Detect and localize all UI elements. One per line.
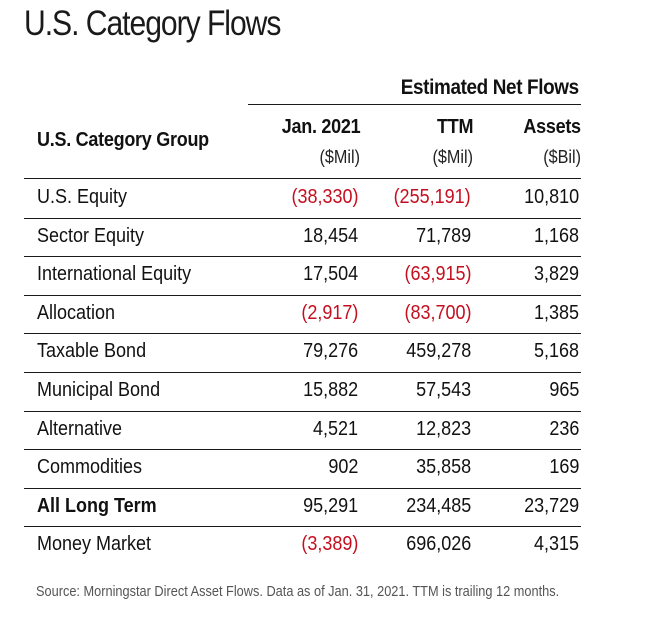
assets-column-header: Assets xyxy=(523,116,582,138)
category-cell: Municipal Bond xyxy=(37,379,161,401)
page-title: U.S. Category Flows xyxy=(24,4,281,43)
ttm-value-cell: 57,543 xyxy=(415,379,471,401)
table-row: International Equity 17,504 (63,915) 3,829 xyxy=(24,256,581,296)
table-row: Alternative 4,521 12,823 236 xyxy=(24,411,581,451)
ttm-value-cell: 696,026 xyxy=(405,533,471,556)
ttm-value-cell: (255,191) xyxy=(393,186,471,208)
jan-column-header: Jan. 2021 xyxy=(281,116,360,138)
category-cell: Allocation xyxy=(37,301,116,324)
table-row: All Long Term 95,291 234,485 23,729 xyxy=(24,488,581,528)
jan-value-cell: 18,454 xyxy=(302,224,358,247)
jan-value-cell: (2,917) xyxy=(300,301,358,324)
jan-value-cell: (38,330) xyxy=(290,186,358,208)
table-row: Commodities 902 35,858 169 xyxy=(24,449,581,489)
category-cell: Sector Equity xyxy=(37,224,145,247)
jan-value-cell: 15,882 xyxy=(302,379,358,401)
jan-value-cell: (3,389) xyxy=(300,533,358,556)
net-flows-group-header: Estimated Net Flows xyxy=(400,76,579,99)
assets-value-cell: 236 xyxy=(548,417,579,440)
table-row: U.S. Equity (38,330) (255,191) 10,810 xyxy=(24,179,581,219)
assets-value-cell: 965 xyxy=(548,379,579,401)
jan-value-cell: 902 xyxy=(327,456,358,479)
table-row: Sector Equity 18,454 71,789 1,168 xyxy=(24,218,581,258)
jan-value-cell: 17,504 xyxy=(302,263,358,286)
assets-column-unit: ($Bil) xyxy=(543,147,581,167)
assets-value-cell: 169 xyxy=(548,456,579,479)
category-cell: All Long Term xyxy=(37,494,157,517)
table-row: Allocation (2,917) (83,700) 1,385 xyxy=(24,295,581,335)
jan-value-cell: 95,291 xyxy=(302,494,358,517)
assets-value-cell: 10,810 xyxy=(523,186,579,208)
ttm-value-cell: (63,915) xyxy=(403,263,471,286)
assets-value-cell: 1,385 xyxy=(533,301,579,324)
ttm-value-cell: 459,278 xyxy=(405,340,471,363)
ttm-value-cell: 12,823 xyxy=(415,417,471,440)
jan-value-cell: 79,276 xyxy=(302,340,358,363)
category-cell: Taxable Bond xyxy=(37,340,147,363)
jan-value-cell: 4,521 xyxy=(312,417,358,440)
ttm-value-cell: 71,789 xyxy=(415,224,471,247)
table-row: Taxable Bond 79,276 459,278 5,168 xyxy=(24,333,581,373)
category-column-header: U.S. Category Group xyxy=(37,129,209,151)
assets-value-cell: 4,315 xyxy=(533,533,579,556)
ttm-value-cell: 234,485 xyxy=(405,494,471,517)
group-header-rule xyxy=(248,104,581,105)
category-cell: Money Market xyxy=(37,533,152,556)
table-row: Municipal Bond 15,882 57,543 965 xyxy=(24,372,581,412)
assets-value-cell: 23,729 xyxy=(523,494,579,517)
assets-value-cell: 3,829 xyxy=(533,263,579,286)
category-cell: U.S. Equity xyxy=(37,186,128,208)
ttm-column-unit: ($Mil) xyxy=(432,147,474,167)
header-rule xyxy=(24,178,581,179)
ttm-value-cell: 35,858 xyxy=(415,456,471,479)
ttm-column-header: TTM xyxy=(436,116,473,138)
category-cell: Alternative xyxy=(37,417,123,440)
assets-value-cell: 1,168 xyxy=(533,224,579,247)
jan-column-unit: ($Mil) xyxy=(319,147,361,167)
ttm-value-cell: (83,700) xyxy=(403,301,471,324)
table-row: Money Market (3,389) 696,026 4,315 xyxy=(24,526,581,565)
assets-value-cell: 5,168 xyxy=(533,340,579,363)
source-note: Source: Morningstar Direct Asset Flows. … xyxy=(36,584,560,600)
category-cell: Commodities xyxy=(37,456,143,479)
category-cell: International Equity xyxy=(37,263,192,286)
